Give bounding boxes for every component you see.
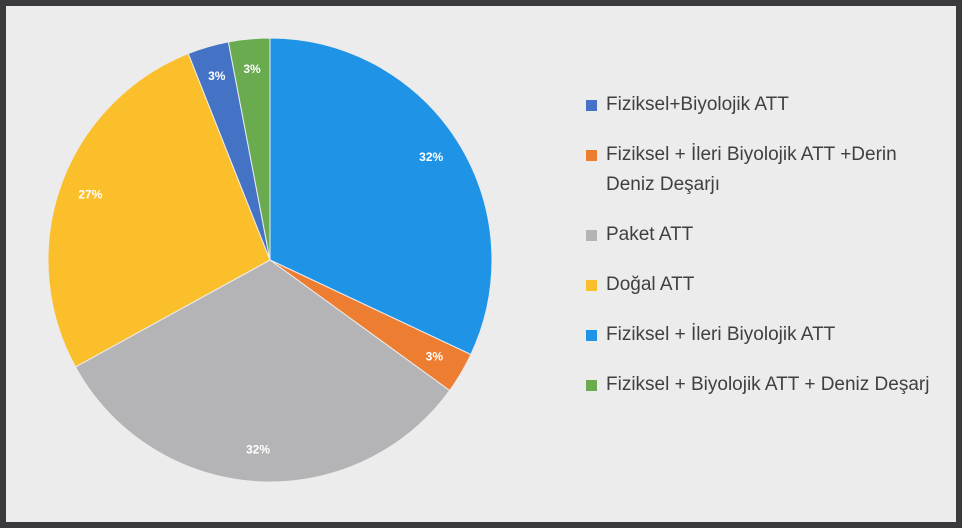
data-label: 32% <box>246 443 270 457</box>
legend-label: Fiziksel+Biyolojik ATT <box>606 94 789 115</box>
slide: 32% 3% 32% 27% 3% 3% Fiziksel+Biyolojik ATT Fi… <box>6 6 956 522</box>
legend-item: Fiziksel+Biyolojik ATT <box>584 90 944 120</box>
data-label: 3% <box>243 62 261 76</box>
data-label: 32% <box>419 150 443 164</box>
pie-slice <box>227 37 271 261</box>
pie-chart: 32% 3% 32% 27% 3% 3% <box>47 37 493 483</box>
data-label: 3% <box>426 349 444 363</box>
legend-swatch <box>586 150 597 161</box>
pie-slice <box>47 52 271 368</box>
legend-label: Fiziksel + İleri Biyolojik ATT <box>606 324 836 345</box>
legend-swatch <box>586 330 597 341</box>
legend-swatch <box>586 100 597 111</box>
legend-item: Fiziksel + İleri Biyolojik ATT <box>584 320 944 350</box>
pie-slice <box>74 259 451 483</box>
legend-label: Fiziksel + Biyolojik ATT + Deniz Deşarj <box>606 374 930 395</box>
data-label: 3% <box>208 69 226 83</box>
legend-swatch <box>586 230 597 241</box>
legend-item: Paket ATT <box>584 220 944 250</box>
pie-slice <box>269 37 493 356</box>
legend-label: Doğal ATT <box>606 274 695 295</box>
legend-label: Fiziksel + İleri Biyolojik ATT +Derin De… <box>606 144 897 195</box>
data-label: 27% <box>78 188 102 202</box>
legend-item: Fiziksel + Biyolojik ATT + Deniz Deşarj <box>584 370 944 400</box>
legend-item: Fiziksel + İleri Biyolojik ATT +Derin De… <box>584 140 944 200</box>
legend-swatch <box>586 280 597 291</box>
legend-label: Paket ATT <box>606 224 694 245</box>
legend: Fiziksel+Biyolojik ATT Fiziksel + İleri B… <box>584 90 944 420</box>
legend-item: Doğal ATT <box>584 270 944 300</box>
legend-swatch <box>586 380 597 391</box>
